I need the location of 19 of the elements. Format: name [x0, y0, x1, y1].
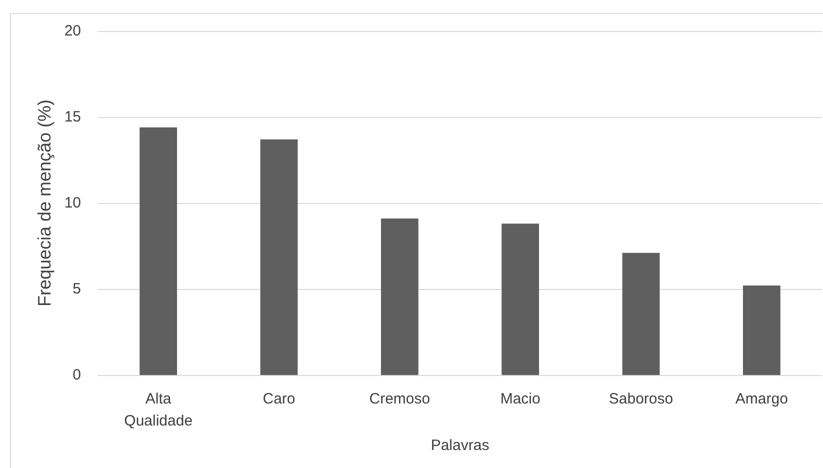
y-tick-label: 10 — [64, 194, 81, 212]
bar — [140, 127, 178, 375]
y-axis-title: Frequecia de menção (%) — [34, 99, 54, 307]
bar — [502, 224, 540, 375]
x-tick-label: Cremoso — [369, 390, 430, 408]
y-tick-label: 5 — [72, 280, 81, 298]
bar — [622, 252, 660, 375]
x-tick-label: Macio — [500, 390, 540, 408]
bar — [742, 286, 780, 375]
x-tick-label: Amargo — [735, 390, 788, 408]
y-tick-label: 0 — [72, 366, 81, 384]
y-tick-label: 20 — [64, 22, 81, 40]
x-tick-label: Saboroso — [608, 390, 674, 408]
y-tick-label: 15 — [64, 108, 81, 126]
x-tick-label: Caro — [262, 390, 296, 408]
x-tick-label: Alta Qualidade — [124, 390, 193, 430]
bar — [260, 139, 298, 375]
x-axis-title: Palavras — [430, 437, 490, 454]
bar — [380, 218, 418, 375]
